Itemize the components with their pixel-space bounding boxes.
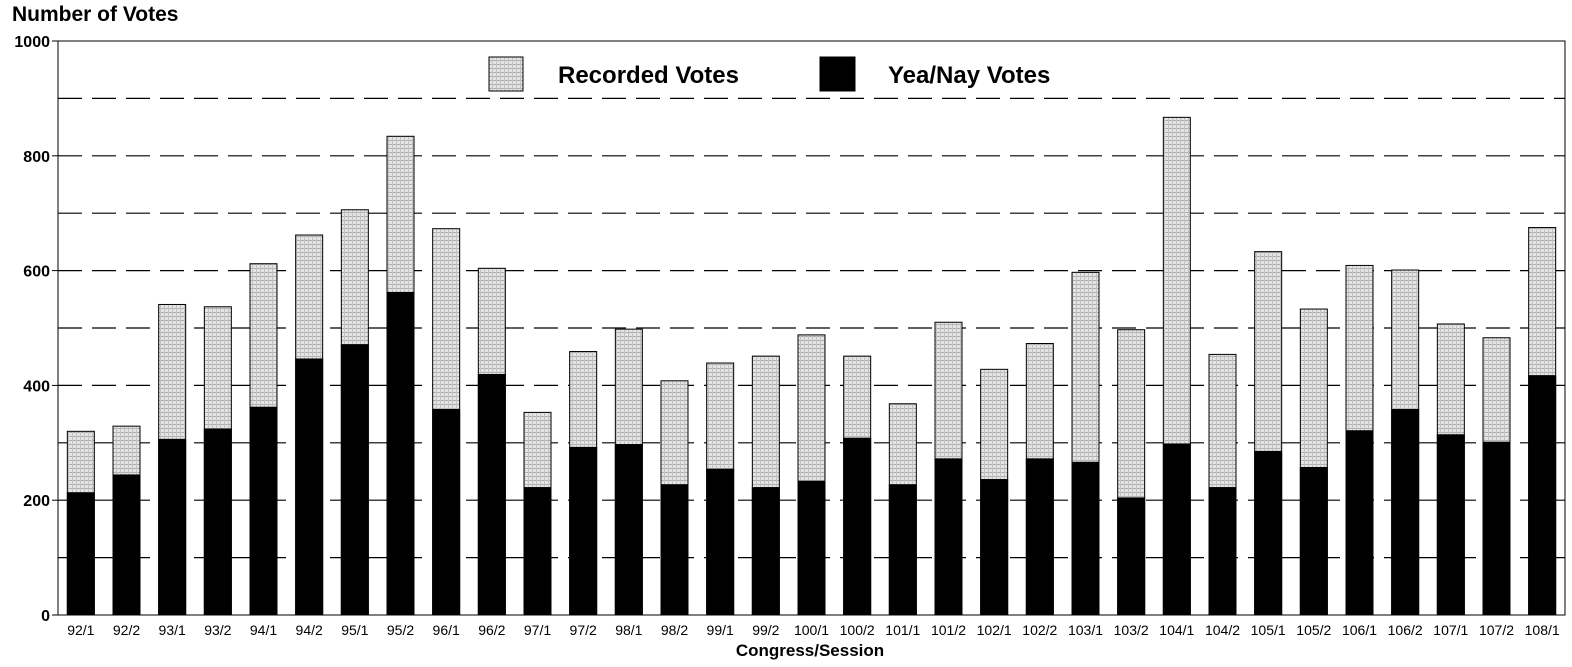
x-tick-label: 106/2 <box>1388 622 1423 638</box>
x-tick-label: 100/2 <box>840 622 875 638</box>
x-tick-label: 101/2 <box>931 622 966 638</box>
x-tick-label: 104/2 <box>1205 622 1240 638</box>
x-tick-label: 93/1 <box>159 622 186 638</box>
bar-yea-nay-votes <box>340 344 369 616</box>
y-axis: 0 200 400 600 800 1000 <box>14 34 58 625</box>
x-tick-label: 96/2 <box>478 622 505 638</box>
x-tick-label: 100/1 <box>794 622 829 638</box>
x-tick-label: 96/1 <box>433 622 460 638</box>
bar-yea-nay-votes <box>158 438 187 616</box>
bars <box>66 116 1557 616</box>
y-tick-label: 600 <box>23 264 50 281</box>
x-tick-label: 97/1 <box>524 622 551 638</box>
x-tick-label: 107/1 <box>1433 622 1468 638</box>
bar-yea-nay-votes <box>569 446 598 616</box>
bar-yea-nay-votes <box>888 484 917 616</box>
bar-yea-nay-votes <box>980 479 1009 616</box>
x-axis: 92/1 92/2 93/1 93/2 94/1 94/2 95/1 95/2 96/1 96/2… <box>67 622 1560 638</box>
bar-yea-nay-votes <box>1391 409 1420 616</box>
legend-label-recorded: Recorded Votes <box>558 62 739 89</box>
bar-yea-nay-votes <box>1345 430 1374 616</box>
bar-yea-nay-votes <box>66 492 95 616</box>
x-tick-label: 108/1 <box>1525 622 1560 638</box>
bar-yea-nay-votes <box>249 406 278 616</box>
bar-yea-nay-votes <box>1254 450 1283 616</box>
x-tick-label: 95/2 <box>387 622 414 638</box>
bar-yea-nay-votes <box>432 409 461 616</box>
x-axis-title: Congress/Session <box>735 641 885 660</box>
bar-yea-nay-votes <box>934 458 963 616</box>
bar-yea-nay-votes <box>614 444 643 616</box>
legend-swatch-yeanay <box>819 56 856 92</box>
x-tick-label: 106/1 <box>1342 622 1377 638</box>
x-tick-label: 94/1 <box>250 622 277 638</box>
x-tick-label: 98/1 <box>615 622 642 638</box>
bar-yea-nay-votes <box>203 428 232 616</box>
y-axis-title: Number of Votes <box>12 3 179 26</box>
bar-yea-nay-votes <box>1208 487 1237 616</box>
bar-yea-nay-votes <box>1528 375 1557 616</box>
y-tick-label: 0 <box>41 608 50 625</box>
x-tick-label: 92/1 <box>67 622 94 638</box>
x-tick-label: 107/2 <box>1479 622 1514 638</box>
plot-frame <box>57 40 1566 616</box>
bar-yea-nay-votes <box>1482 441 1511 616</box>
bar-yea-nay-votes <box>660 484 689 616</box>
y-tick-label: 1000 <box>14 34 50 51</box>
x-tick-label: 104/1 <box>1159 622 1194 638</box>
legend: Recorded Votes Yea/Nay Votes <box>488 56 1050 92</box>
x-tick-label: 102/1 <box>977 622 1012 638</box>
bar-yea-nay-votes <box>477 373 506 616</box>
bar-yea-nay-votes <box>1299 466 1328 616</box>
bar-yea-nay-votes <box>1025 458 1054 616</box>
bar-yea-nay-votes <box>1162 443 1191 616</box>
x-tick-label: 99/2 <box>752 622 779 638</box>
x-tick-label: 103/1 <box>1068 622 1103 638</box>
x-tick-label: 93/2 <box>204 622 231 638</box>
x-tick-label: 95/1 <box>341 622 368 638</box>
bar-yea-nay-votes <box>1117 497 1146 616</box>
legend-swatch-recorded <box>488 56 524 92</box>
bar-yea-nay-votes <box>751 487 780 616</box>
x-tick-label: 101/1 <box>885 622 920 638</box>
x-tick-label: 105/1 <box>1251 622 1286 638</box>
bar-yea-nay-votes <box>1436 434 1465 616</box>
bar-yea-nay-votes <box>1071 461 1100 616</box>
bar-yea-nay-votes <box>295 358 324 616</box>
bar-yea-nay-votes <box>843 437 872 616</box>
x-tick-label: 99/1 <box>707 622 734 638</box>
y-tick-label: 400 <box>23 378 50 395</box>
bar-yea-nay-votes <box>386 291 415 616</box>
bar-yea-nay-votes <box>797 480 826 616</box>
bar-yea-nay-votes <box>112 474 141 616</box>
x-tick-label: 102/2 <box>1022 622 1057 638</box>
x-tick-label: 103/2 <box>1114 622 1149 638</box>
x-tick-label: 92/2 <box>113 622 140 638</box>
y-tick-label: 800 <box>23 149 50 166</box>
x-tick-label: 97/2 <box>570 622 597 638</box>
x-tick-label: 105/2 <box>1296 622 1331 638</box>
x-tick-label: 94/2 <box>296 622 323 638</box>
legend-label-yeanay: Yea/Nay Votes <box>888 62 1050 89</box>
y-tick-label: 200 <box>23 493 50 510</box>
bar-yea-nay-votes <box>706 468 735 616</box>
x-tick-label: 98/2 <box>661 622 688 638</box>
bar-yea-nay-votes <box>523 487 552 616</box>
